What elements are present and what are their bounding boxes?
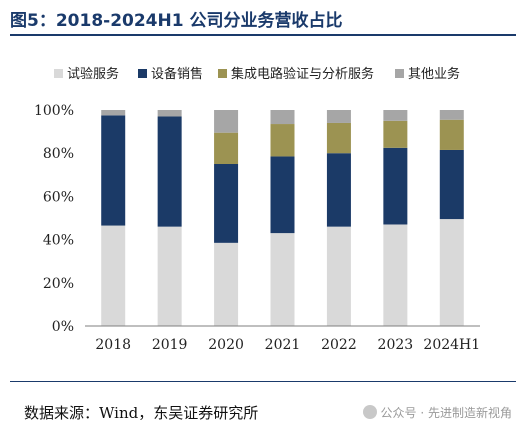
bar-segment-3: [439, 119, 464, 150]
legend-swatch: [218, 69, 227, 78]
legend-swatch: [395, 69, 404, 78]
y-tick-label: 0%: [52, 319, 74, 335]
bar-segment-3: [383, 120, 408, 148]
bar-segment-1: [383, 224, 408, 326]
wechat-icon: [362, 405, 377, 419]
watermark: 公众号 · 先进制造新视角: [362, 404, 512, 421]
bar-segment-4: [101, 110, 126, 116]
x-tick-label: 2023: [378, 337, 414, 353]
legend-swatch: [138, 69, 147, 78]
bar-segment-3: [270, 124, 295, 157]
bar-segment-4: [157, 110, 182, 117]
legend-label: 其他业务: [408, 66, 460, 82]
bar-segment-1: [157, 226, 182, 326]
y-tick-label: 20%: [43, 276, 74, 292]
x-tick-label: 2024H1: [423, 337, 480, 353]
bar-segment-1: [326, 226, 351, 326]
y-tick-label: 100%: [34, 103, 74, 119]
x-tick-label: 2020: [208, 337, 244, 353]
bar-segment-3: [214, 132, 239, 164]
x-tick-label: 2021: [265, 337, 301, 353]
bar-segment-2: [157, 116, 182, 227]
bar-segment-2: [214, 164, 239, 243]
watermark-text: 公众号 · 先进制造新视角: [380, 406, 512, 420]
bar-segment-4: [439, 110, 464, 120]
source-note: 数据来源：Wind，东吴证券研究所: [24, 404, 259, 422]
footer-rule: [10, 381, 516, 382]
bar-segment-2: [270, 156, 295, 234]
legend-label: 集成电路验证与分析服务: [231, 66, 374, 82]
bar-segment-1: [439, 219, 464, 326]
y-tick-label: 40%: [43, 233, 74, 249]
bar-segment-2: [101, 115, 126, 226]
x-tick-label: 2019: [152, 337, 188, 353]
bar-segment-3: [326, 122, 351, 154]
x-tick-label: 2022: [321, 337, 357, 353]
bar-segment-1: [270, 233, 295, 326]
title-rule: [10, 34, 516, 36]
legend-swatch: [54, 69, 63, 78]
bar-segment-2: [326, 153, 351, 227]
bar-segment-1: [101, 225, 126, 326]
bar-segment-4: [326, 110, 351, 123]
figure-title: 图5：2018-2024H1 公司分业务营收占比: [10, 11, 343, 31]
y-tick-label: 60%: [43, 189, 74, 205]
bar-segment-2: [383, 147, 408, 225]
legend-label: 设备销售: [151, 66, 203, 82]
x-tick-label: 2018: [95, 337, 131, 353]
bar-segment-4: [214, 110, 239, 133]
bar-segment-1: [214, 242, 239, 326]
legend-label: 试验服务: [67, 66, 119, 82]
bar-segment-4: [383, 110, 408, 121]
bar-segment-4: [270, 110, 295, 125]
y-tick-label: 80%: [43, 146, 74, 162]
stacked-bar-chart: 试验服务 设备销售 集成电路验证与分析服务 其他业务 0% 20% 40% 60% 80% 100…: [34, 66, 480, 353]
bar-segment-2: [439, 149, 464, 220]
